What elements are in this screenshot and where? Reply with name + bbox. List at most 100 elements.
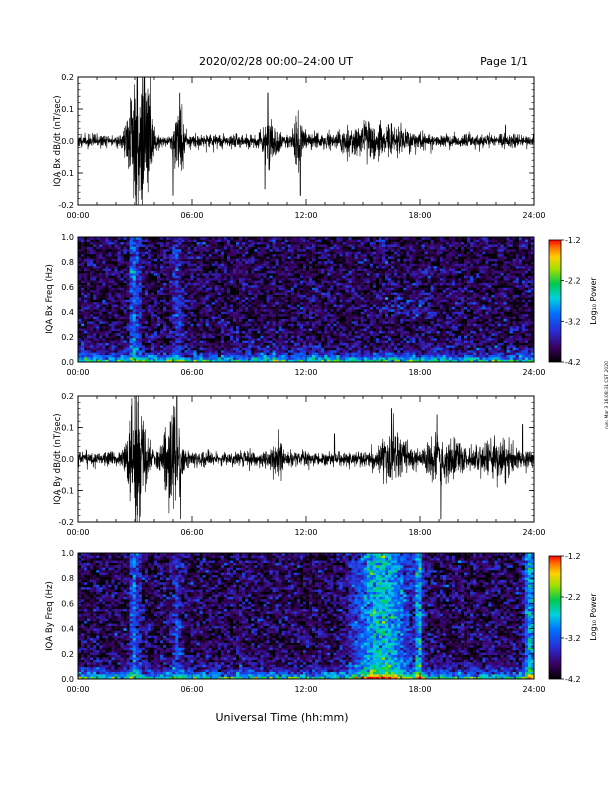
spectrogram-cell xyxy=(160,292,164,295)
spectrogram-cell xyxy=(269,345,273,348)
spectrogram-cell xyxy=(436,359,441,363)
spectrogram-cell xyxy=(470,342,474,346)
spectrogram-cell xyxy=(230,345,234,348)
spectrogram-cell xyxy=(138,337,143,341)
spectrogram-cell xyxy=(394,337,398,341)
spectrogram-cell xyxy=(132,292,137,295)
spectrogram-cell xyxy=(175,325,179,329)
spectrogram-cell xyxy=(406,342,410,346)
spectrogram-cell xyxy=(87,321,91,324)
spectrogram-cell xyxy=(141,347,146,351)
spectrogram-cell xyxy=(424,325,428,329)
spectrogram-cell xyxy=(309,325,313,329)
spectrogram-cell xyxy=(521,306,526,310)
spectrogram-cell xyxy=(138,313,143,317)
spectrogram-cell xyxy=(144,289,149,293)
spectrogram-cell xyxy=(230,321,234,324)
spectrogram-cell xyxy=(287,306,292,310)
spectrogram-cell xyxy=(166,354,170,358)
spectrogram-cell xyxy=(382,304,386,307)
spectrogram-cell xyxy=(515,337,520,341)
spectrogram-cell xyxy=(345,318,349,322)
spectrogram-cell xyxy=(524,342,529,346)
spectrogram-cell xyxy=(287,287,292,291)
spectrogram-cell xyxy=(254,325,258,329)
spectrogram-cell xyxy=(147,306,152,310)
spectrogram-cell xyxy=(430,335,434,339)
spectrogram-cell xyxy=(93,297,97,300)
spectrogram-cell xyxy=(385,354,389,358)
spectrogram-cell xyxy=(415,287,419,291)
spectrogram-cell xyxy=(342,333,346,336)
spectrogram-cell xyxy=(287,318,292,322)
spectrogram-cell xyxy=(105,325,109,329)
spectrogram-cell xyxy=(442,340,447,344)
spectrogram-cell xyxy=(230,325,234,329)
spectrogram-cell xyxy=(208,299,213,303)
spectrogram-cell xyxy=(135,311,140,315)
spectrogram-cell xyxy=(503,297,507,300)
spectrogram-cell xyxy=(120,292,124,295)
spectrogram-cell xyxy=(509,340,513,344)
spectrogram-cell xyxy=(147,309,152,312)
spectrogram-cell xyxy=(211,294,216,298)
spectrogram-cell xyxy=(348,309,352,312)
spectrogram-cell xyxy=(272,337,276,341)
spectrogram-cell xyxy=(424,306,428,310)
spectrogram-cell xyxy=(266,345,270,348)
spectrogram-cell xyxy=(211,333,216,336)
spectrogram-cell xyxy=(150,333,155,336)
spectrogram-cell xyxy=(78,306,82,310)
spectrogram-cell xyxy=(99,330,103,334)
spectrogram-cell xyxy=(163,345,167,348)
spectrogram-cell xyxy=(178,340,182,344)
spectrogram-cell xyxy=(497,349,501,353)
spectrogram-cell xyxy=(512,292,517,295)
spectrogram-cell xyxy=(163,342,167,346)
spectrogram-cell xyxy=(175,313,179,317)
spectrogram-cell xyxy=(385,292,389,295)
spectrogram-cell xyxy=(123,359,127,363)
spectrogram-cell xyxy=(503,311,507,315)
spectrogram-cell xyxy=(318,345,322,348)
spectrogram-cell xyxy=(129,316,133,319)
spectrogram-cell xyxy=(482,352,486,356)
spectrogram-cell xyxy=(436,354,441,358)
spectrogram-cell xyxy=(154,359,158,363)
spectrogram-cell xyxy=(375,311,380,315)
spectrogram-cell xyxy=(202,354,206,358)
spectrogram-cell xyxy=(369,323,374,327)
spectrogram-cell xyxy=(84,311,88,315)
spectrogram-cell xyxy=(226,357,231,360)
spectrogram-cell xyxy=(199,321,203,324)
spectrogram-cell xyxy=(154,345,158,348)
spectrogram-cell xyxy=(385,294,389,298)
spectrogram-cell xyxy=(412,318,416,322)
spectrogram-cell xyxy=(509,313,513,317)
spectrogram-cell xyxy=(93,359,97,363)
spectrogram-cell xyxy=(509,349,513,353)
spectrogram-cell xyxy=(378,347,383,351)
spectrogram-cell xyxy=(132,354,137,358)
spectrogram-cell xyxy=(464,337,468,341)
spectrogram-cell xyxy=(448,297,453,300)
spectrogram-cell xyxy=(87,325,91,329)
spectrogram-cell xyxy=(199,304,203,307)
spectrogram-cell xyxy=(187,321,191,324)
spectrogram-cell xyxy=(369,287,374,291)
spectrogram-cell xyxy=(281,301,285,305)
spectrogram-cell xyxy=(99,347,103,351)
spectrogram-cell xyxy=(354,299,358,303)
spectrogram-cell xyxy=(236,325,240,329)
spectrogram-cell xyxy=(354,309,358,312)
spectrogram-cell xyxy=(427,328,431,331)
spectrogram-cell xyxy=(488,301,492,305)
spectrogram-cell xyxy=(315,325,319,329)
spectrogram-cell xyxy=(324,342,328,346)
spectrogram-cell xyxy=(281,306,285,310)
spectrogram-cell xyxy=(245,294,249,298)
spectrogram-cell xyxy=(193,337,197,341)
spectrogram-cell xyxy=(278,359,282,363)
spectrogram-cell xyxy=(233,325,237,329)
spectrogram-cell xyxy=(482,318,486,322)
